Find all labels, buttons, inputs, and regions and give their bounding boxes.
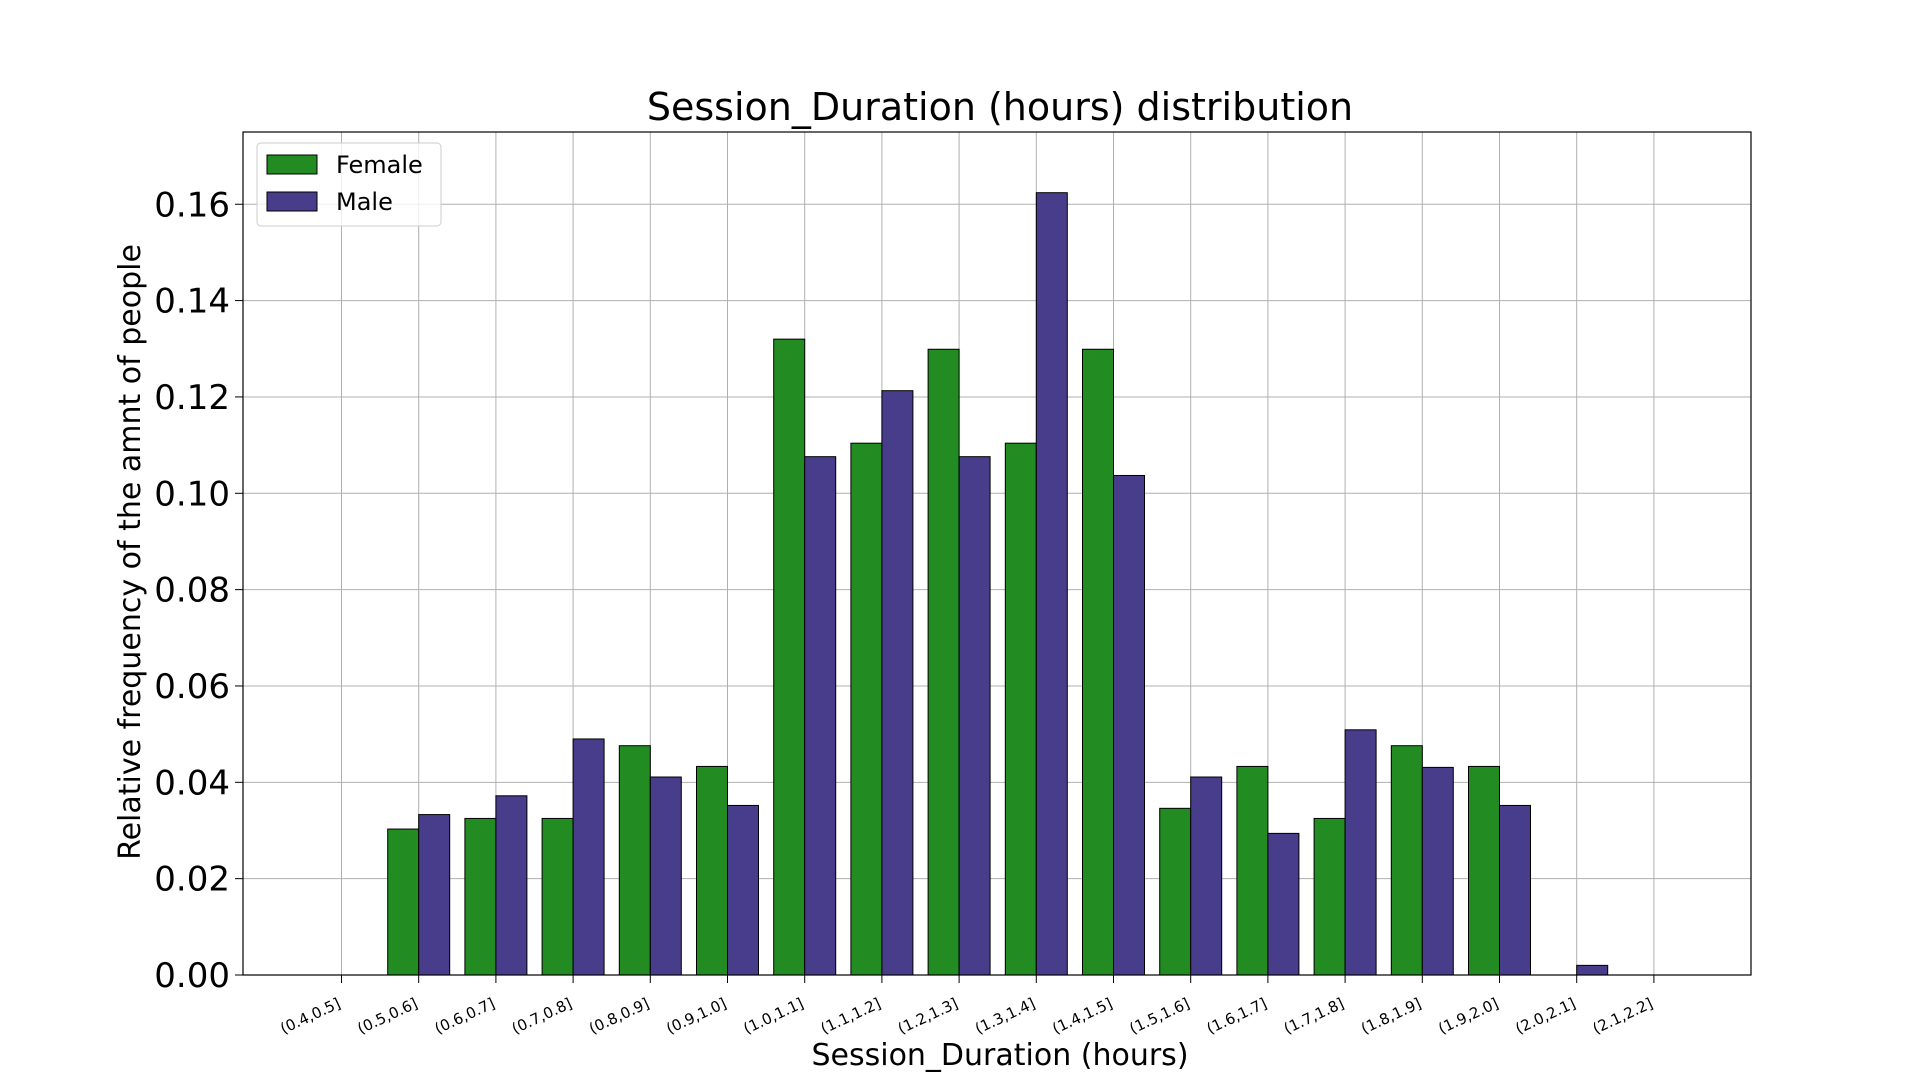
- legend-label-female: Female: [336, 151, 423, 179]
- bar-male-7: [881, 390, 914, 976]
- legend-label-male: Male: [336, 188, 393, 216]
- bar-female-4: [618, 745, 651, 976]
- y-tick-label: 0.04: [154, 763, 230, 803]
- y-axis-label: Relative frequency of the amnt of people: [113, 244, 148, 860]
- bar-male-15: [1499, 804, 1531, 976]
- bar-male-4: [649, 776, 682, 976]
- bar-male-14: [1421, 766, 1454, 976]
- bar-male-6: [804, 456, 837, 976]
- bar-male-16: [1576, 964, 1609, 976]
- bar-female-3: [541, 817, 574, 976]
- bar-female-12: [1236, 765, 1269, 976]
- bar-male-1: [418, 814, 451, 976]
- x-axis-label: Session_Duration (hours): [811, 1038, 1188, 1073]
- bar-female-14: [1390, 745, 1423, 976]
- y-tick-label: 0.06: [154, 667, 230, 707]
- bar-female-9: [1004, 442, 1037, 976]
- bar-male-2: [495, 795, 528, 976]
- bar-male-3: [572, 738, 605, 976]
- bar-male-13: [1344, 729, 1377, 976]
- bar-male-11: [1190, 776, 1223, 976]
- bar-male-8: [958, 456, 991, 976]
- y-tick-label: 0.02: [154, 860, 230, 900]
- y-tick-label: 0.00: [154, 956, 230, 996]
- y-tick-label: 0.16: [154, 185, 230, 225]
- bar-male-9: [1035, 192, 1068, 976]
- bar-female-2: [464, 817, 497, 976]
- legend-swatch-male: [266, 191, 318, 212]
- plot-frame: [242, 131, 1752, 976]
- bars: [387, 192, 1609, 976]
- bar-female-5: [696, 765, 728, 976]
- bar-female-15: [1468, 765, 1500, 976]
- legend: Female Male: [256, 142, 442, 227]
- bar-female-6: [773, 338, 806, 976]
- y-tick-label: 0.12: [154, 378, 230, 418]
- bar-female-10: [1082, 348, 1114, 976]
- y-tick-label: 0.14: [154, 282, 230, 322]
- bar-female-1: [387, 828, 420, 976]
- bar-female-7: [850, 442, 883, 976]
- y-tick-labels: 0.00 0.02 0.04 0.06 0.08 0.10 0.12 0.14 0.16: [154, 185, 243, 996]
- chart-title: Session_Duration (hours) distribution: [647, 85, 1353, 129]
- bar-female-8: [927, 348, 960, 976]
- bar-female-11: [1159, 807, 1192, 976]
- legend-swatch-female: [266, 154, 318, 175]
- bar-male-10: [1113, 474, 1145, 976]
- bar-male-12: [1267, 832, 1300, 976]
- bar-male-5: [727, 804, 759, 976]
- y-tick-label: 0.10: [154, 474, 230, 514]
- y-tick-label: 0.08: [154, 571, 230, 611]
- bar-female-13: [1313, 817, 1346, 976]
